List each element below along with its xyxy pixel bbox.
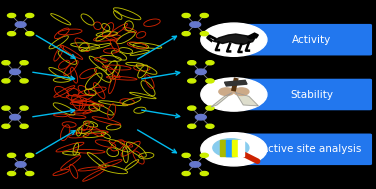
Circle shape xyxy=(206,61,214,65)
Circle shape xyxy=(8,153,16,157)
Circle shape xyxy=(8,171,16,176)
Circle shape xyxy=(2,106,10,110)
Polygon shape xyxy=(247,33,258,39)
Circle shape xyxy=(8,32,16,36)
Bar xyxy=(226,140,232,156)
Polygon shape xyxy=(236,93,258,106)
Bar xyxy=(232,140,238,156)
Circle shape xyxy=(10,69,20,74)
Circle shape xyxy=(196,115,206,120)
Circle shape xyxy=(206,124,214,128)
Circle shape xyxy=(201,78,267,111)
FancyBboxPatch shape xyxy=(238,24,372,56)
Circle shape xyxy=(219,88,234,95)
Circle shape xyxy=(200,153,208,157)
Circle shape xyxy=(188,79,196,83)
Circle shape xyxy=(20,79,28,83)
Circle shape xyxy=(20,61,28,65)
Polygon shape xyxy=(224,80,247,86)
Circle shape xyxy=(190,162,201,167)
Circle shape xyxy=(26,13,34,18)
Circle shape xyxy=(8,13,16,18)
Circle shape xyxy=(200,32,208,36)
Circle shape xyxy=(2,79,10,83)
Circle shape xyxy=(20,106,28,110)
Circle shape xyxy=(201,23,267,56)
Circle shape xyxy=(188,124,196,128)
Bar xyxy=(238,140,244,156)
Circle shape xyxy=(200,13,208,18)
Text: Activity: Activity xyxy=(292,35,331,45)
Circle shape xyxy=(213,139,249,157)
FancyBboxPatch shape xyxy=(238,79,372,110)
Circle shape xyxy=(188,106,196,110)
Circle shape xyxy=(182,171,190,176)
Circle shape xyxy=(188,61,196,65)
Circle shape xyxy=(20,124,28,128)
Circle shape xyxy=(196,69,206,74)
Polygon shape xyxy=(211,93,232,107)
Circle shape xyxy=(26,32,34,36)
Circle shape xyxy=(182,13,190,18)
Circle shape xyxy=(182,153,190,157)
Circle shape xyxy=(2,61,10,65)
Circle shape xyxy=(26,171,34,176)
Circle shape xyxy=(206,79,214,83)
Circle shape xyxy=(234,88,249,95)
Text: Stability: Stability xyxy=(290,90,333,99)
Polygon shape xyxy=(213,34,255,44)
FancyBboxPatch shape xyxy=(238,133,372,165)
Circle shape xyxy=(15,22,26,27)
Circle shape xyxy=(200,171,208,176)
Circle shape xyxy=(2,124,10,128)
Circle shape xyxy=(10,115,20,120)
Circle shape xyxy=(15,162,26,167)
Circle shape xyxy=(201,133,267,166)
Circle shape xyxy=(26,153,34,157)
Text: Active site analysis: Active site analysis xyxy=(261,144,362,154)
Circle shape xyxy=(206,106,214,110)
Bar xyxy=(220,140,226,156)
Circle shape xyxy=(182,32,190,36)
Circle shape xyxy=(190,22,201,27)
